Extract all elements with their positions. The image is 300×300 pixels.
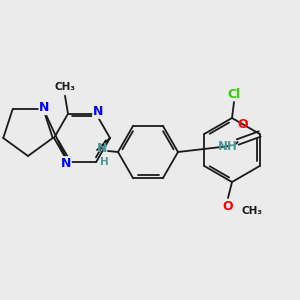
Text: CH₃: CH₃ <box>242 206 263 216</box>
Text: N: N <box>61 157 71 170</box>
Text: H: H <box>100 157 108 167</box>
Text: O: O <box>237 118 248 131</box>
Text: Cl: Cl <box>227 88 241 100</box>
Text: O: O <box>223 200 233 214</box>
Text: N: N <box>97 142 107 154</box>
Text: N: N <box>93 105 103 118</box>
Text: CH₃: CH₃ <box>55 82 76 92</box>
Text: NH: NH <box>218 140 238 154</box>
Text: N: N <box>39 101 50 115</box>
